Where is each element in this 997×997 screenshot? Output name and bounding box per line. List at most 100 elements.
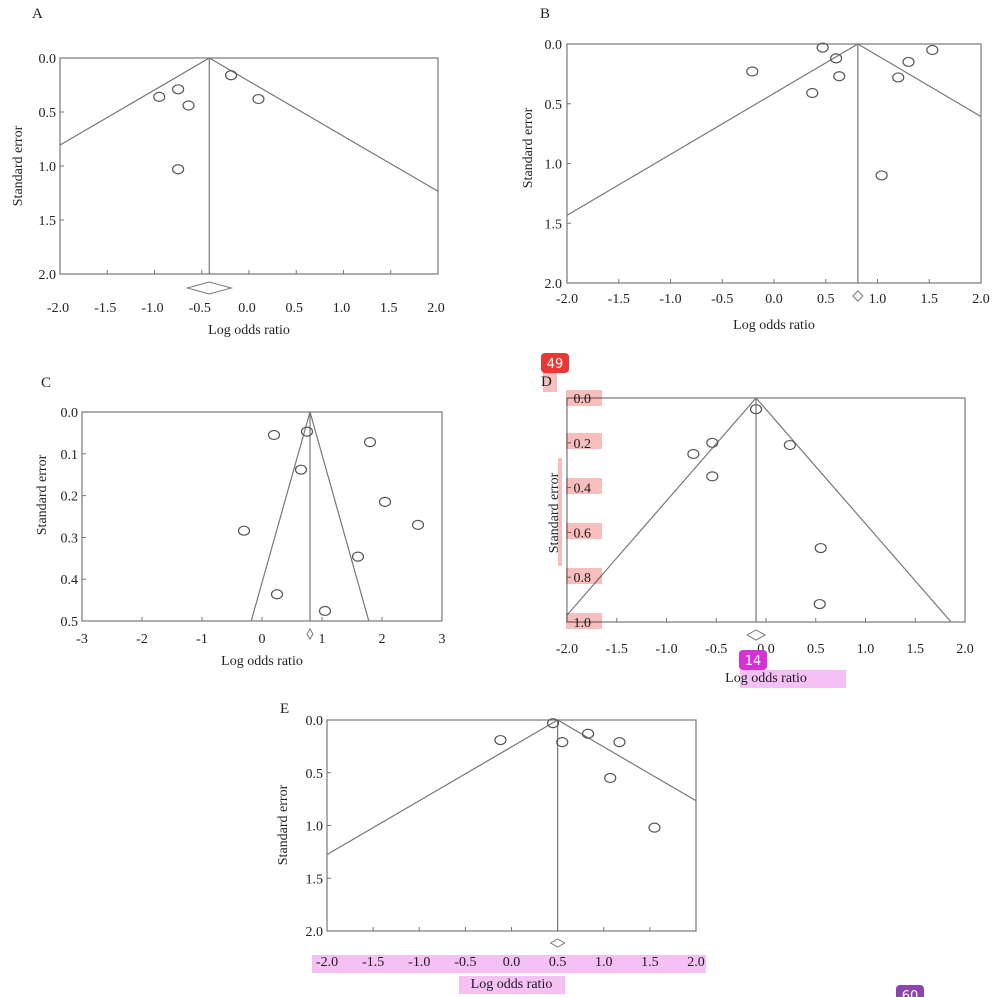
- y-tick-label: 2.0: [306, 925, 324, 940]
- y-tick-label: 0.4: [61, 573, 79, 588]
- y-tick-label: 0.2: [61, 490, 79, 505]
- study-point: [604, 772, 617, 784]
- x-tick-label: -1.0: [659, 292, 681, 307]
- study-point: [172, 164, 185, 175]
- y-tick-label: 1.5: [39, 214, 57, 229]
- study-point: [363, 436, 377, 448]
- study-point: [494, 734, 507, 746]
- x-tick-label: -3: [76, 632, 88, 647]
- study-point: [411, 519, 425, 530]
- study-point: [813, 598, 826, 610]
- badge-number: 49: [547, 357, 564, 372]
- x-tick-labels: -3 -2 -1 0 1 2 3: [76, 632, 445, 647]
- y-tick-label: 1.5: [545, 217, 563, 232]
- panel-letter: A: [32, 6, 43, 22]
- funnel-plot-panel-c: C -3 -2 -1 0 1 2 3 0.0 0.1 0.2 0.3 0.4 0.5 Log odds ra…: [35, 375, 446, 669]
- funnel-right-line: [209, 58, 438, 193]
- plot-area: [327, 720, 696, 931]
- panel-letter: C: [41, 375, 51, 391]
- x-tick-label: -2.0: [556, 292, 578, 307]
- funnel-left-line: [327, 720, 558, 856]
- study-point: [182, 100, 195, 111]
- x-tick-label: 0.5: [286, 301, 304, 316]
- y-tick-labels: 0.0 0.1 0.2 0.3 0.4 0.5: [61, 406, 79, 630]
- badge-background: [739, 650, 767, 670]
- x-tick-label: 1: [319, 632, 326, 647]
- funnel-left-line: [250, 412, 311, 621]
- x-axis-label: Log odds ratio: [221, 654, 303, 669]
- x-tick-label: 0: [259, 632, 266, 647]
- y-axis-label: Standard error: [11, 125, 26, 206]
- highlight-box: [566, 568, 602, 584]
- highlight-box: [312, 955, 706, 973]
- highlight-box: [459, 976, 565, 994]
- y-tick-label: 1.0: [545, 158, 563, 173]
- x-tick-label: -0.5: [189, 301, 211, 316]
- y-tick-labels: 0.0 0.5 1.0 1.5 2.0: [39, 52, 57, 283]
- x-tick-label: 1.5: [907, 642, 925, 657]
- study-point: [300, 426, 314, 437]
- funnel-plot-panel-a: A -2.0 -1.5 -1.0 -0.5 0.0 0.5 1.0 1.5 2.0 0.0 0.5 1.…: [11, 6, 445, 338]
- x-tick-label: 2.0: [427, 301, 445, 316]
- x-tick-label: -2.0: [47, 301, 69, 316]
- pooled-estimate-diamond: [185, 281, 234, 295]
- funnel-left-line: [567, 44, 859, 217]
- x-tick-label: -1.0: [141, 301, 163, 316]
- plot-area: [567, 44, 981, 283]
- study-point: [318, 605, 332, 617]
- y-tick-label: 2.0: [39, 268, 57, 283]
- x-tick-label: -2.0: [556, 642, 578, 657]
- x-tick-label: -1: [196, 632, 208, 647]
- x-tick-label: -0.5: [705, 642, 727, 657]
- study-point: [556, 737, 569, 748]
- y-tick-label: 0.5: [545, 98, 563, 113]
- annotation-badge: 60: [896, 985, 924, 997]
- x-tick-label: 2.0: [956, 642, 974, 657]
- badge-background: [541, 353, 569, 373]
- pooled-estimate-diamond: [306, 628, 314, 640]
- highlight-box: [740, 670, 846, 688]
- y-tick-label: 1.0: [306, 820, 324, 835]
- funnel-plot-panel-b: B -2.0 -1.5 -1.0 -0.5 0.0 0.5 1.0 1.5 2.0 0.0 0.5 1.…: [521, 6, 990, 333]
- x-tick-label: 1.0: [869, 292, 887, 307]
- funnel-left-line: [567, 398, 757, 617]
- x-tick-label: -0.5: [711, 292, 733, 307]
- x-tick-label: 0.5: [807, 642, 825, 657]
- study-point: [237, 525, 251, 536]
- x-tick-label: -1.0: [655, 642, 677, 657]
- funnel-right-line: [857, 44, 981, 118]
- study-point: [252, 93, 265, 105]
- study-point: [706, 437, 719, 448]
- study-point: [172, 84, 185, 95]
- y-tick-label: 0.0: [61, 406, 79, 421]
- y-tick-label: 0.0: [545, 38, 563, 53]
- study-point: [648, 822, 661, 833]
- study-point: [829, 53, 843, 64]
- y-axis-label: Standard error: [521, 107, 536, 188]
- x-tick-label: 1.5: [380, 301, 398, 316]
- y-tick-label: 0.1: [61, 448, 79, 463]
- highlight-box: [566, 478, 602, 494]
- x-tick-label: 1.5: [921, 292, 939, 307]
- x-tick-label: 1.0: [333, 301, 351, 316]
- x-axis-label: Log odds ratio: [208, 323, 290, 338]
- panel-letter: E: [280, 701, 289, 717]
- y-tick-labels: 0.0 0.5 1.0 1.5 2.0: [306, 714, 324, 940]
- badge-number: 60: [902, 989, 919, 997]
- study-point: [816, 42, 829, 53]
- funnel-plot-panel-d: D-2.0-1.5-1.0-0.50.00.51.01.52.00.00.20.…: [541, 374, 974, 686]
- y-tick-labels: 0.00.20.40.60.81.0: [574, 392, 592, 631]
- highlight-box: [566, 433, 602, 449]
- study-point: [806, 87, 819, 99]
- study-point: [267, 429, 281, 441]
- y-tick-label: 1.0: [39, 160, 57, 175]
- study-point: [783, 439, 796, 451]
- highlight-overlays: [312, 372, 846, 994]
- annotation-badge: 49: [541, 353, 569, 373]
- y-tick-label: 0.5: [306, 767, 324, 782]
- x-axis-label: Log odds ratio: [733, 318, 815, 333]
- y-axis-label: Standard error: [35, 454, 50, 535]
- study-point: [926, 44, 939, 56]
